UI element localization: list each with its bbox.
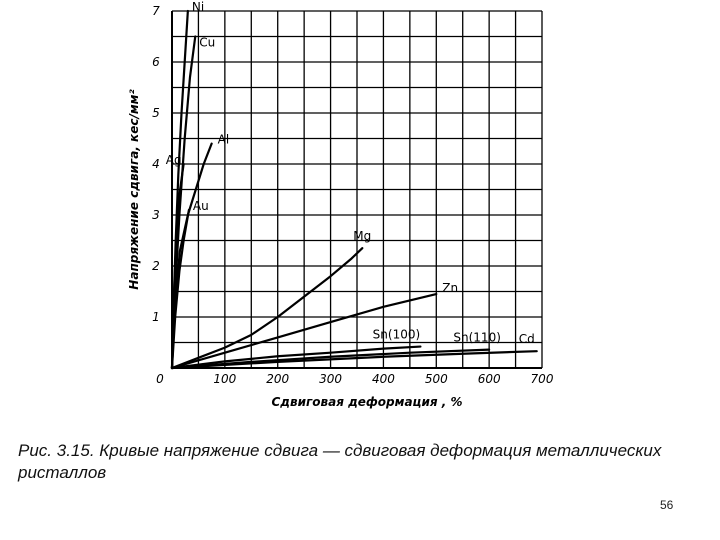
y-tick-label: 4 <box>152 157 160 171</box>
series-label-sn110: Sn(110) <box>453 331 501 345</box>
x-tick-label: 0 <box>156 372 164 386</box>
x-tick-label: 500 <box>425 372 448 386</box>
series-label-cu: Cu <box>199 36 215 50</box>
y-tick-label: 3 <box>152 208 160 222</box>
y-tick-labels: 1 2 3 4 5 6 7 <box>152 4 160 324</box>
series-curves <box>170 9 538 370</box>
curve-au <box>170 208 191 370</box>
series-label-ag: Ag <box>166 153 182 167</box>
page-number: 56 <box>660 498 674 512</box>
x-axis-label: Сдвиговая деформация , % <box>271 395 462 409</box>
curve-sn100 <box>170 345 422 370</box>
x-tick-label: 600 <box>478 372 501 386</box>
y-tick-label: 7 <box>152 4 160 18</box>
series-label-zn: Zn <box>442 281 458 295</box>
x-tick-labels: 0 100 200 300 400 500 600 700 <box>156 372 554 386</box>
series-label-al: Al <box>218 133 230 147</box>
x-tick-label: 200 <box>266 372 289 386</box>
series-labels: Ni Cu Ag Al Au Mg Zn Sn(100) Sn(110) Cd <box>166 0 535 346</box>
figure-caption: Рис. 3.15. Кривые напряжение сдвига — сд… <box>18 441 662 482</box>
x-tick-label: 400 <box>372 372 395 386</box>
curve-mg <box>170 247 364 370</box>
grid <box>172 10 543 368</box>
x-tick-label: 700 <box>531 372 554 386</box>
series-label-cd: Cd <box>519 332 535 346</box>
curve-cd <box>170 350 538 370</box>
y-tick-label: 2 <box>152 259 160 273</box>
series-label-sn100: Sn(100) <box>373 328 421 342</box>
x-tick-label: 100 <box>213 372 236 386</box>
x-tick-label: 300 <box>319 372 342 386</box>
y-axis-label: Напряжение сдвига, кес/мм² <box>127 89 141 290</box>
y-tick-label: 5 <box>152 106 160 120</box>
y-tick-label: 1 <box>152 310 160 324</box>
axes <box>171 11 542 369</box>
shear-stress-chart: 1 2 3 4 5 6 7 0 100 200 300 400 500 600 700 Ni Cu Ag Al A… <box>127 0 554 409</box>
series-label-ni: Ni <box>192 0 204 14</box>
series-label-au: Au <box>193 199 209 213</box>
series-label-mg: Mg <box>353 229 371 243</box>
curve-zn <box>170 292 438 370</box>
y-tick-label: 6 <box>152 55 160 69</box>
